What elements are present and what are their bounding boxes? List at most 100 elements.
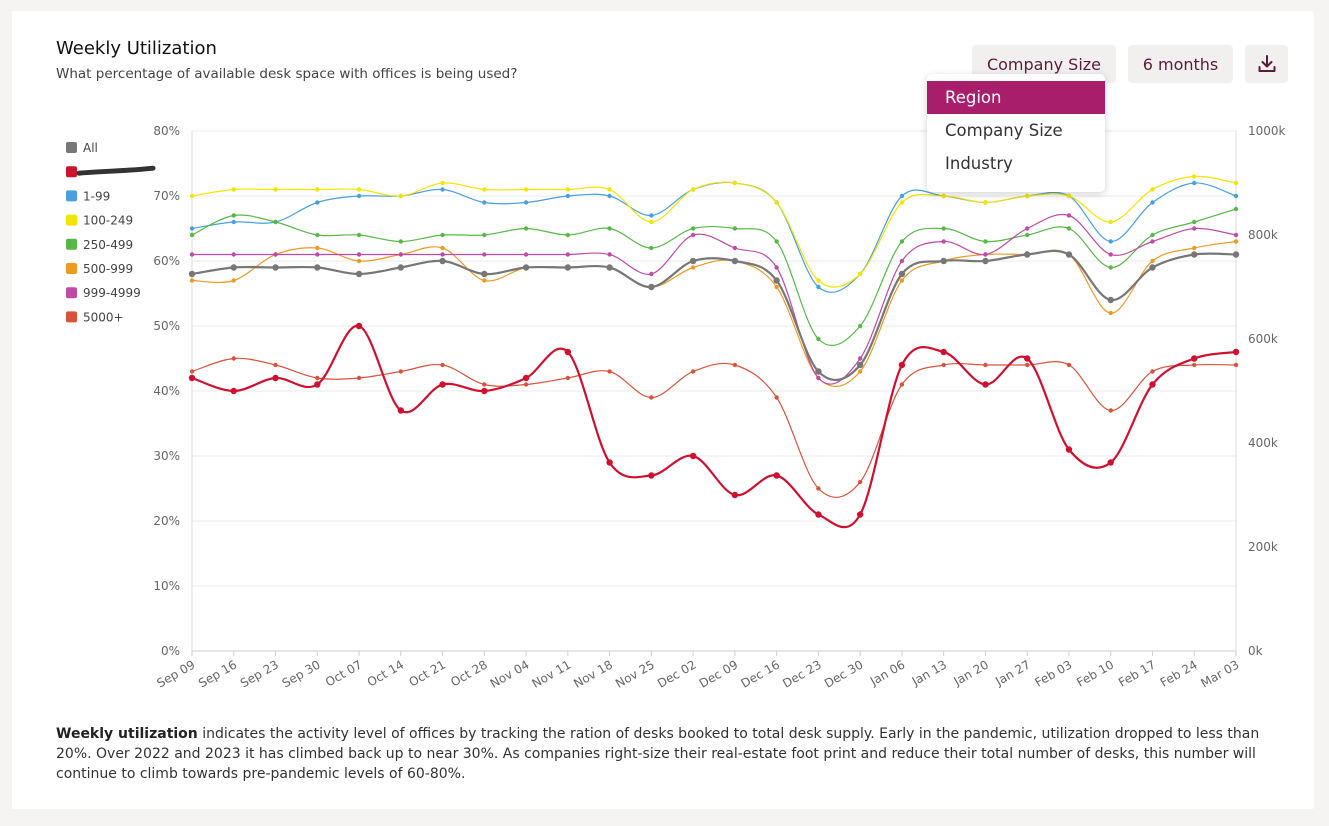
dropdown-item-company-size[interactable]: Company Size: [945, 121, 1063, 140]
y-left-tick-label: 50%: [153, 319, 180, 333]
data-point: [189, 193, 195, 199]
data-point: [1233, 239, 1239, 244]
data-point: [941, 193, 946, 199]
series-5000-: [189, 356, 1239, 498]
data-point: [314, 264, 321, 271]
data-point: [606, 459, 613, 466]
data-point: [315, 375, 320, 381]
series-line-999-4999: [191, 213, 1237, 385]
data-point: [690, 265, 696, 270]
data-point: [857, 479, 863, 485]
legend-item[interactable]: 100-249: [66, 214, 133, 228]
data-point: [523, 252, 529, 257]
y-left-tick-label: 30%: [153, 449, 180, 463]
data-point: [1192, 362, 1197, 368]
data-point: [231, 219, 236, 225]
data-point: [941, 239, 946, 244]
x-tick-label: Oct 14: [365, 657, 407, 689]
legend-label: 250-499: [83, 238, 133, 252]
data-point: [1192, 174, 1197, 179]
data-point: [816, 278, 821, 283]
download-icon: [1258, 55, 1275, 72]
data-point: [607, 187, 612, 192]
period-button[interactable]: 6 months: [1128, 45, 1233, 83]
data-point: [231, 278, 236, 283]
legend-item[interactable]: 1-99: [66, 189, 110, 203]
data-point: [482, 278, 487, 283]
data-point: [523, 187, 529, 192]
data-point: [774, 200, 779, 205]
data-point: [732, 362, 738, 368]
legend-item[interactable]: 500-999: [66, 262, 133, 276]
legend-label: 1-99: [83, 189, 110, 203]
data-point: [355, 322, 363, 330]
data-point: [440, 180, 445, 186]
data-point: [690, 226, 696, 231]
data-point: [774, 284, 779, 290]
data-point: [607, 252, 612, 257]
data-point: [1066, 193, 1072, 199]
x-tick-label: Feb 24: [1158, 657, 1200, 689]
grouping-dropdown-menu: Region Company Size Industry: [927, 74, 1105, 192]
data-point: [649, 395, 654, 400]
data-point: [564, 348, 572, 356]
data-point: [189, 278, 195, 283]
legend-swatch: [66, 166, 77, 178]
data-point: [1150, 258, 1155, 264]
x-tick-label: Sep 09: [154, 657, 197, 690]
data-point: [314, 381, 321, 388]
data-point: [1192, 226, 1197, 231]
data-point: [356, 375, 362, 381]
x-tick-label: Oct 28: [448, 657, 490, 689]
data-point: [1066, 213, 1072, 218]
data-point: [398, 239, 403, 244]
data-point: [189, 369, 195, 374]
data-point: [899, 382, 905, 387]
legend-item[interactable]: [66, 165, 156, 178]
data-point: [1108, 252, 1113, 257]
data-point: [1191, 251, 1198, 258]
data-point: [690, 232, 696, 238]
data-point: [355, 270, 363, 278]
dropdown-item-industry[interactable]: Industry: [945, 154, 1013, 173]
x-tick-label: Sep 16: [196, 657, 239, 690]
data-point: [231, 252, 236, 257]
footer-bold-term: Weekly utilization: [56, 726, 198, 742]
data-point: [983, 200, 988, 205]
data-point: [440, 252, 445, 257]
data-point: [273, 187, 278, 192]
data-point: [815, 368, 822, 375]
data-point: [982, 257, 989, 265]
x-tick-label: Oct 07: [323, 657, 365, 689]
data-point: [648, 472, 655, 479]
data-point: [440, 245, 445, 251]
series-999-4999: [189, 213, 1239, 385]
legend-swatch: [66, 263, 77, 274]
data-point: [482, 200, 487, 205]
data-point: [1191, 355, 1198, 362]
dropdown-item-region[interactable]: Region: [927, 81, 1105, 114]
data-point: [1065, 446, 1073, 453]
data-point: [1150, 239, 1155, 244]
data-point: [482, 382, 487, 387]
x-tick-label: Jan 06: [867, 657, 907, 688]
data-point: [482, 232, 487, 238]
data-point: [982, 381, 989, 388]
legend-item[interactable]: 5000+: [66, 310, 124, 324]
x-tick-label: Jan 27: [992, 657, 1032, 688]
data-point: [649, 245, 654, 251]
data-point: [1023, 251, 1031, 258]
legend-label: All: [83, 141, 98, 155]
legend-swatch: [66, 190, 77, 202]
data-point: [1108, 408, 1113, 413]
download-button[interactable]: [1245, 45, 1288, 83]
legend-item[interactable]: All: [66, 141, 98, 155]
data-point: [857, 323, 863, 329]
data-point: [230, 264, 237, 271]
data-point: [1108, 219, 1113, 225]
legend-item[interactable]: 999-4999: [66, 286, 141, 300]
data-point: [1107, 459, 1114, 466]
data-point: [774, 395, 779, 400]
legend-item[interactable]: 250-499: [66, 238, 133, 252]
data-point: [773, 277, 780, 284]
